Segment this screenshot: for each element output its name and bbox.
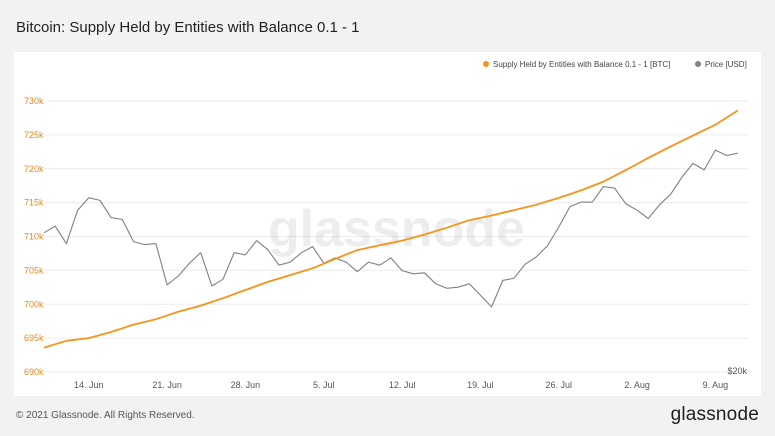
y-tick-label: 725k [24,130,44,140]
x-tick-label: 14. Jun [74,380,104,390]
legend-label-price: Price [USD] [705,60,747,69]
y-tick-label: 710k [24,232,44,242]
x-tick-label: 9. Aug [703,380,729,390]
y-right-tick-label: $20k [727,366,747,376]
x-tick-label: 28. Jun [231,380,261,390]
y-tick-label: 730k [24,96,44,106]
legend-label-supply: Supply Held by Entities with Balance 0.1… [493,60,670,69]
y-tick-label: 695k [24,333,44,343]
price-line [43,149,738,308]
x-tick-label: 19. Jul [467,380,494,390]
x-tick-label: 5. Jul [313,380,335,390]
y-tick-label: 690k [24,367,44,377]
x-tick-label: 21. Jun [152,380,182,390]
brand-logo: glassnode [670,404,759,425]
x-tick-label: 12. Jul [389,380,416,390]
copyright-text: © 2021 Glassnode. All Rights Reserved. [16,410,195,421]
y-tick-label: 715k [24,198,44,208]
watermark: glassnode [268,200,525,258]
supply-line [43,109,739,349]
x-tick-label: 2. Aug [624,380,650,390]
legend-marker-supply [483,61,489,67]
legend-marker-price [695,61,701,67]
page-title: Bitcoin: Supply Held by Entities with Ba… [16,19,360,36]
line-chart: 690k 695k 700k 705k 710k 715k 720k 725k 730k 14. … [24,60,749,390]
y-tick-label: 700k [24,299,44,309]
y-tick-label: 720k [24,164,44,174]
y-tick-label: 705k [24,265,44,275]
x-tick-label: 26. Jul [545,380,572,390]
chart-panel: 690k 695k 700k 705k 710k 715k 720k 725k 730k 14. … [14,52,761,396]
